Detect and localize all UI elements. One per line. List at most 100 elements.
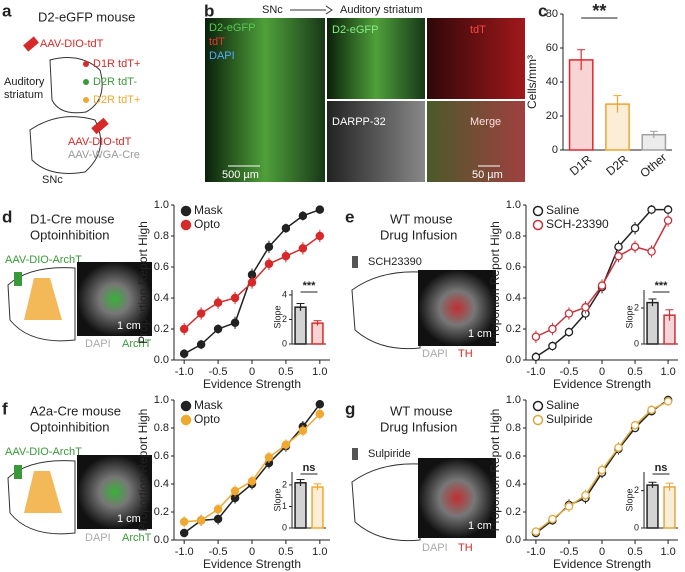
micrograph [427, 18, 525, 99]
y-axis-label: Cells/mm³ [525, 55, 539, 109]
header-label: SNc [262, 4, 283, 16]
bar [646, 484, 659, 529]
y-tick-label: 4 [282, 289, 287, 299]
y-tick-label: 0.8 [506, 422, 521, 434]
y-tick-label: 0 [282, 338, 287, 348]
virus-label: AAV-DIO-tdT [40, 38, 104, 50]
data-point [281, 223, 291, 233]
virus-label: AAV-DIO-ArchT [5, 446, 82, 458]
y-axis-label: Slope [624, 488, 634, 511]
y-tick-label: 0.6 [154, 261, 169, 273]
x-tick-label: 0.5 [627, 366, 642, 378]
arrow-head [325, 5, 333, 15]
x-axis-label: Evidence Strength [553, 557, 651, 571]
y-tick-label: 0.2 [154, 323, 169, 335]
x-tick-label: 0 [599, 366, 605, 378]
y-tick-label: 0 [634, 338, 639, 348]
panel-subtitle: Optoinhibition [30, 227, 110, 242]
legend-label: Saline [546, 398, 580, 412]
y-tick-label: 1.0 [506, 394, 521, 406]
data-point [614, 242, 623, 252]
histology [418, 270, 496, 346]
data-point [564, 327, 574, 337]
data-point [196, 309, 206, 318]
legend-marker [532, 205, 544, 217]
panel-subtitle: Drug Infusion [380, 227, 457, 242]
annotation: *** [655, 280, 669, 292]
legend-dot [83, 79, 89, 85]
channel-label: tdT [209, 36, 225, 48]
x-tick-label: 1.0 [660, 546, 675, 558]
channel-label: DAPI [209, 50, 235, 62]
scale-label: 1 cm [468, 328, 492, 340]
panel-letter: d [2, 207, 12, 226]
virus-label: AAV-DIO-tdT [68, 136, 132, 148]
y-tick-label: 0.0 [506, 534, 521, 546]
y-tick-label: 0.4 [506, 478, 521, 490]
data-point [298, 244, 308, 253]
bar [568, 59, 594, 151]
y-tick-label: 0 [552, 144, 558, 156]
panel-subtitle: Optoinhibition [30, 419, 110, 434]
data-point [179, 517, 189, 527]
legend-marker [532, 400, 544, 412]
data-point [614, 251, 623, 261]
legend-label: Mask [194, 398, 224, 412]
data-point [179, 528, 189, 538]
x-tick-label: -1.0 [526, 546, 545, 558]
micrograph [327, 101, 425, 182]
data-point [298, 426, 308, 436]
brain-outline [29, 116, 102, 174]
y-axis-label: Proportion Report High [136, 221, 150, 344]
y-tick-label: 0.0 [506, 354, 521, 366]
y-tick-label: 2 [282, 314, 287, 324]
legend-label: Opto [194, 412, 220, 426]
data-point [548, 514, 557, 524]
data-point [630, 223, 640, 233]
panel-title: WT mouse [390, 211, 453, 226]
syringe [23, 36, 39, 52]
panel-letter: c [538, 1, 547, 20]
data-point [614, 443, 623, 452]
legend-text: D2R tdT+ [93, 94, 140, 106]
stain-label: ArchT [122, 338, 152, 350]
data-point [281, 440, 291, 450]
x-tick-label: D2R [603, 152, 631, 178]
laser [14, 465, 22, 479]
y-tick-label: 0.8 [506, 230, 521, 242]
x-tick-label: 0.5 [627, 546, 642, 558]
histology [418, 458, 496, 538]
brain-outline [7, 267, 76, 342]
y-tick-label: 40 [546, 76, 558, 88]
cannula [352, 256, 358, 268]
y-tick-label: 20 [546, 110, 558, 122]
legend-marker [532, 414, 544, 426]
data-point [247, 476, 257, 486]
stain-label: DAPI [422, 348, 448, 360]
legend-dot [83, 97, 89, 103]
y-tick-label: 60 [546, 42, 558, 54]
panel-letter: b [204, 1, 214, 20]
data-point [315, 399, 325, 409]
drug-label: Sulpiride [368, 448, 411, 460]
data-point [531, 352, 541, 362]
data-point [597, 281, 607, 290]
y-tick-label: 0.2 [506, 323, 521, 335]
data-point [548, 324, 557, 334]
data-point [581, 490, 590, 500]
y-tick-label: 1.0 [154, 199, 169, 211]
legend-marker [180, 400, 192, 412]
y-tick-label: 0.8 [154, 422, 169, 434]
x-tick-label: 1.0 [660, 366, 675, 378]
legend-label: Opto [194, 217, 220, 231]
bar [663, 486, 676, 529]
scale-label: 500 µm [222, 169, 259, 181]
data-point [264, 259, 274, 269]
histology [77, 455, 152, 529]
x-tick-label: 0.5 [278, 546, 293, 558]
data-point [230, 318, 240, 328]
tile-label: D2-eGFP [332, 24, 378, 36]
legend-label: SCH-23390 [546, 217, 609, 231]
brain-outline [7, 460, 76, 535]
y-tick-label: 0.0 [154, 354, 169, 366]
